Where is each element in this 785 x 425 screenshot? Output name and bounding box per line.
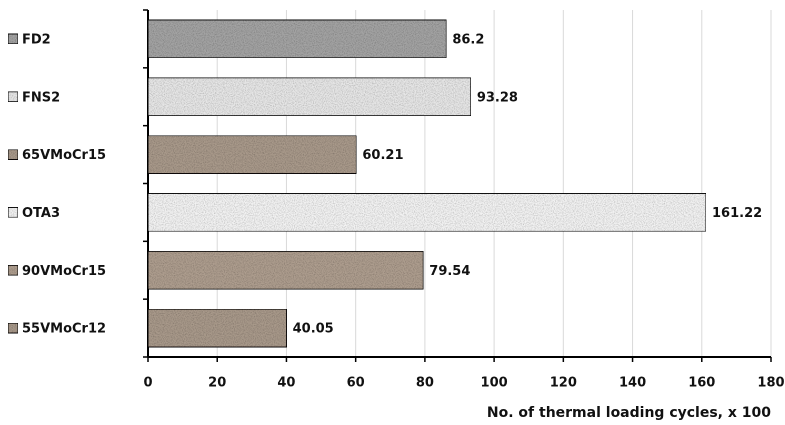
- y-tick-label: OTA3: [22, 206, 60, 221]
- data-label: 93.28: [477, 90, 518, 105]
- x-tick-label: 160: [688, 376, 715, 391]
- legend-swatch: [8, 34, 18, 44]
- y-tick-label: FNS2: [22, 90, 60, 105]
- legend-swatch: [8, 92, 18, 102]
- x-tick-label: 80: [416, 376, 434, 391]
- y-tick-label: 55VMoCr12: [22, 322, 106, 337]
- x-tick-label: 100: [481, 376, 508, 391]
- data-label: 40.05: [293, 322, 334, 337]
- bar: [148, 193, 706, 231]
- data-label: 60.21: [362, 148, 403, 163]
- bar: [148, 251, 423, 289]
- y-tick-label: 65VMoCr15: [22, 148, 106, 163]
- chart: No. of thermal loading cycles, x 100 0 20…: [0, 0, 785, 425]
- y-tick-label: 90VMoCr15: [22, 264, 106, 279]
- bar: [148, 78, 471, 116]
- x-tick-label: 20: [208, 376, 226, 391]
- bar: [148, 136, 356, 174]
- legend-swatch: [8, 150, 18, 160]
- legend-swatch: [8, 265, 18, 275]
- x-tick-label: 0: [143, 376, 152, 391]
- bar: [148, 20, 446, 58]
- x-tick-label: 140: [619, 376, 646, 391]
- legend-swatch: [8, 323, 18, 333]
- x-tick-label: 60: [347, 376, 365, 391]
- data-label: 161.22: [712, 206, 762, 221]
- y-tick-label: FD2: [22, 32, 51, 47]
- x-axis-label: No. of thermal loading cycles, x 100: [487, 405, 771, 421]
- bar: [148, 309, 287, 347]
- data-label: 79.54: [429, 264, 470, 279]
- x-tick-label: 180: [757, 376, 784, 391]
- legend-swatch: [8, 207, 18, 217]
- x-tick-label: 40: [277, 376, 295, 391]
- data-label: 86.2: [452, 32, 484, 47]
- x-tick-label: 120: [550, 376, 577, 391]
- page: No. of thermal loading cycles, x 100 0 20…: [0, 0, 785, 425]
